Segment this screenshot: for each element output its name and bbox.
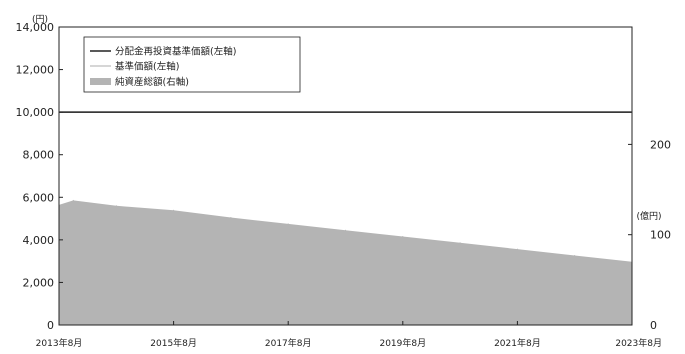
legend: 分配金再投資基準価額(左軸) 基準価額(左軸) 純資産総額(右軸): [83, 36, 301, 93]
net-assets-point: [459, 242, 461, 244]
x-axis-tick-label: 2023年8月: [615, 337, 662, 349]
net-assets-point: [574, 255, 576, 256]
left-axis-tick-label: 12,000: [16, 64, 55, 77]
legend-box: [83, 36, 301, 93]
left-axis-tick-label: 6,000: [23, 191, 55, 204]
x-axis-tick-label: 2013年8月: [36, 337, 83, 349]
plot-frame: [58, 26, 633, 326]
right-axis-unit-label: (億円): [636, 210, 661, 222]
net-assets-point: [230, 217, 232, 218]
left-axis-tick-label: 8,000: [23, 149, 55, 162]
left-axis-unit-label: (円): [32, 14, 48, 25]
legend-entry-reinvested-nav: 分配金再投資基準価額(左軸): [115, 46, 236, 58]
left-axis-tick-label: 14,000: [16, 21, 55, 34]
plot-border: [58, 26, 633, 326]
right-axis: 0 100 200: [628, 138, 671, 332]
net-assets-point: [345, 229, 346, 231]
left-axis: 0 2,000 4,000 6,000 8,000 10,000 12,000 14,000: [16, 21, 63, 332]
net-assets-point: [516, 248, 518, 250]
net-assets-point: [287, 223, 289, 225]
left-axis-tick-label: 4,000: [23, 234, 55, 247]
net-assets-point: [72, 199, 74, 201]
net-assets-point: [173, 209, 175, 211]
right-axis-tick-label: 0: [650, 319, 657, 332]
net-assets-area-layer: [58, 199, 633, 325]
x-axis-tick-label: 2015年8月: [150, 337, 197, 349]
left-axis-tick-label: 10,000: [16, 106, 55, 119]
x-axis-tick-label: 2019年8月: [379, 337, 426, 349]
legend-entry-net-assets: 純資産総額(右軸): [115, 76, 189, 88]
net-assets-point: [115, 205, 117, 207]
right-axis-tick-label: 100: [650, 229, 671, 242]
right-axis-tick-label: 200: [650, 138, 671, 151]
x-axis: 2013年8月 2015年8月 2017年8月 2019年8月 2021年8月 2023年…: [36, 321, 662, 349]
x-axis-tick-label: 2017年8月: [265, 337, 312, 349]
series-area-net-assets: [59, 200, 632, 325]
left-axis-tick-label: 2,000: [23, 276, 55, 289]
net-assets-point: [402, 236, 404, 237]
legend-entry-nav: 基準価額(左軸): [115, 61, 179, 73]
legend-swatch-net-assets: [90, 78, 111, 85]
left-axis-tick-label: 0: [47, 319, 54, 332]
x-axis-tick-label: 2021年8月: [494, 337, 541, 349]
